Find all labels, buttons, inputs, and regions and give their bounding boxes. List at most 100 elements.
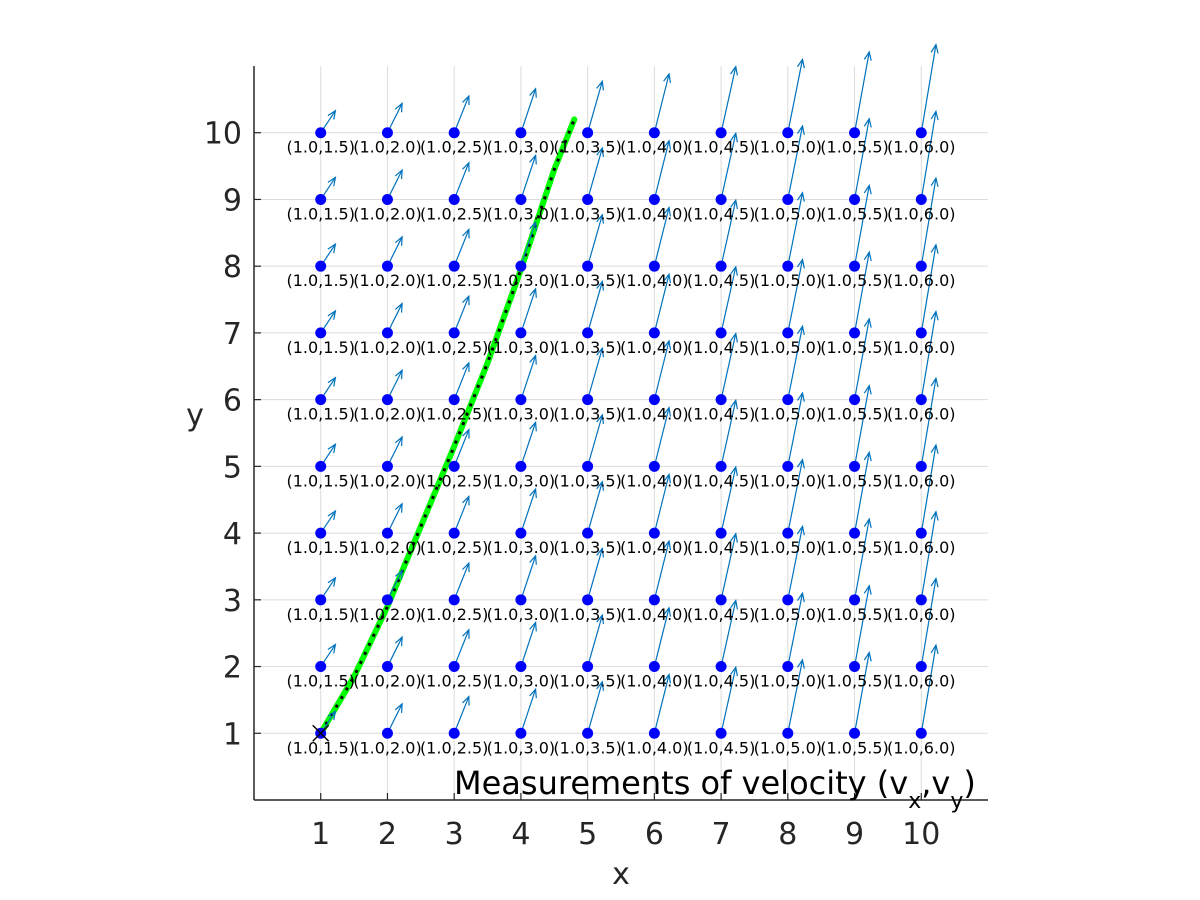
velocity-arrow-shaft — [720, 400, 737, 467]
velocity-arrow-head — [930, 176, 939, 187]
velocity-arrow-shaft — [920, 111, 937, 200]
measurement-point — [715, 594, 727, 606]
velocity-arrow-head — [730, 398, 738, 410]
velocity-arrow-head — [462, 361, 470, 372]
velocity-arrows — [320, 43, 939, 734]
x-tick-label: 8 — [778, 817, 797, 852]
velocity-arrow-head — [930, 643, 939, 655]
velocity-arrow-head — [930, 109, 939, 121]
velocity-arrow-head — [663, 472, 672, 484]
velocity-label: (1.0,5.5) — [820, 271, 888, 290]
velocity-label: (1.0,2.0) — [353, 605, 421, 624]
velocity-arrow-head — [529, 420, 537, 432]
measurement-point — [648, 327, 660, 339]
velocity-label: (1.0,2.5) — [420, 738, 488, 757]
velocity-arrow-shaft — [587, 681, 603, 734]
velocity-arrow-shaft — [920, 244, 937, 334]
velocity-arrow-shaft — [720, 600, 737, 667]
annotation-prefix: Measurements of velocity (v — [454, 764, 908, 802]
x-tick-label: 1 — [311, 817, 330, 852]
x-axis-title: x — [612, 857, 630, 892]
measurement-point — [515, 594, 527, 606]
velocity-label: (1.0,1.5) — [286, 538, 354, 557]
y-tick-label: 9 — [223, 183, 242, 218]
velocity-arrow-shaft — [587, 281, 603, 334]
measurement-point — [381, 193, 393, 205]
velocity-arrow-head — [863, 183, 872, 195]
y-tick-label: 6 — [223, 384, 242, 419]
velocity-arrow-shaft — [720, 133, 737, 200]
velocity-arrow-head — [796, 124, 805, 135]
x-tick-label: 9 — [845, 817, 864, 852]
velocity-label: (1.0,3.0) — [487, 405, 555, 424]
velocity-label: (1.0,5.5) — [820, 605, 888, 624]
measurement-point — [648, 727, 660, 739]
velocity-arrow-head — [462, 494, 470, 506]
velocity-label: (1.0,4.0) — [620, 605, 688, 624]
measurement-point — [448, 193, 460, 205]
measurement-point — [715, 727, 727, 739]
measurement-point — [915, 460, 927, 472]
measurement-point — [582, 193, 594, 205]
velocity-label: (1.0,3.5) — [553, 138, 621, 157]
measurement-point — [448, 460, 460, 472]
velocity-label: (1.0,5.5) — [820, 471, 888, 490]
velocity-arrow-head — [529, 487, 537, 499]
velocity-label: (1.0,3.5) — [553, 204, 621, 223]
velocity-label: (1.0,1.5) — [286, 271, 354, 290]
velocity-arrow-head — [596, 680, 605, 691]
velocity-label: (1.0,2.5) — [420, 605, 488, 624]
measurement-point — [381, 260, 393, 272]
measurement-point — [782, 594, 794, 606]
velocity-arrow-shaft — [453, 162, 470, 200]
velocity-arrow-head — [663, 139, 672, 150]
velocity-arrow-head — [663, 272, 672, 284]
velocity-label: (1.0,2.5) — [420, 138, 488, 157]
measurement-point — [582, 594, 594, 606]
velocity-label: (1.0,6.0) — [887, 138, 955, 157]
velocity-label: (1.0,1.5) — [286, 605, 354, 624]
velocity-arrow-shaft — [853, 385, 870, 467]
velocity-arrow-shaft — [853, 252, 870, 334]
velocity-arrow-head — [394, 702, 403, 713]
velocity-arrow-shaft — [920, 44, 937, 133]
velocity-arrow-head — [462, 428, 470, 439]
measurement-point — [648, 260, 660, 272]
velocity-arrow-head — [930, 576, 939, 588]
velocity-label: (1.0,2.0) — [353, 204, 421, 223]
velocity-arrow-shaft — [453, 362, 470, 400]
axes — [253, 66, 988, 801]
measurement-point — [715, 661, 727, 673]
velocity-arrow-head — [462, 161, 470, 172]
velocity-arrow-shaft — [720, 199, 737, 267]
measurement-point — [782, 260, 794, 272]
velocity-label: (1.0,4.0) — [620, 405, 688, 424]
velocity-arrow-head — [327, 443, 337, 454]
velocity-arrow-shaft — [920, 578, 937, 667]
velocity-arrow-head — [327, 643, 337, 654]
velocity-label: (1.0,5.5) — [820, 338, 888, 357]
velocity-arrow-head — [730, 131, 738, 143]
measurement-point — [648, 527, 660, 539]
velocity-label: (1.0,5.0) — [754, 672, 822, 691]
velocity-arrow-shaft — [920, 444, 937, 534]
velocity-label: (1.0,6.0) — [887, 271, 955, 290]
measurement-point — [715, 394, 727, 406]
velocity-label: (1.0,4.5) — [687, 204, 755, 223]
velocity-arrow-shaft — [453, 562, 470, 601]
measurement-point — [381, 594, 393, 606]
velocity-arrow-head — [930, 243, 939, 254]
velocity-label: (1.0,1.5) — [286, 138, 354, 157]
measurement-point — [715, 527, 727, 539]
velocity-arrow-shaft — [853, 585, 870, 667]
measurement-point — [782, 527, 794, 539]
measurement-point — [381, 727, 393, 739]
measurement-point — [915, 661, 927, 673]
measurement-point — [315, 460, 327, 472]
velocity-arrow-head — [796, 524, 805, 536]
measurement-point — [582, 661, 594, 673]
trajectory — [317, 116, 578, 737]
velocity-arrow-shaft — [720, 266, 737, 334]
measurement-point — [515, 661, 527, 673]
velocity-arrow-shaft — [853, 51, 870, 133]
